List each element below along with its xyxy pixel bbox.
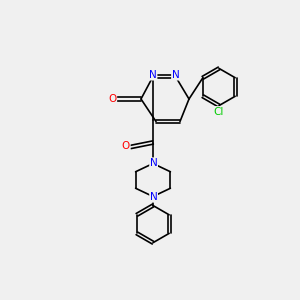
Text: N: N: [150, 158, 158, 168]
Text: O: O: [122, 140, 130, 151]
Text: Cl: Cl: [214, 106, 224, 117]
Text: O: O: [108, 94, 117, 104]
Text: N: N: [149, 70, 157, 80]
Text: N: N: [172, 70, 179, 80]
Text: N: N: [150, 192, 158, 202]
